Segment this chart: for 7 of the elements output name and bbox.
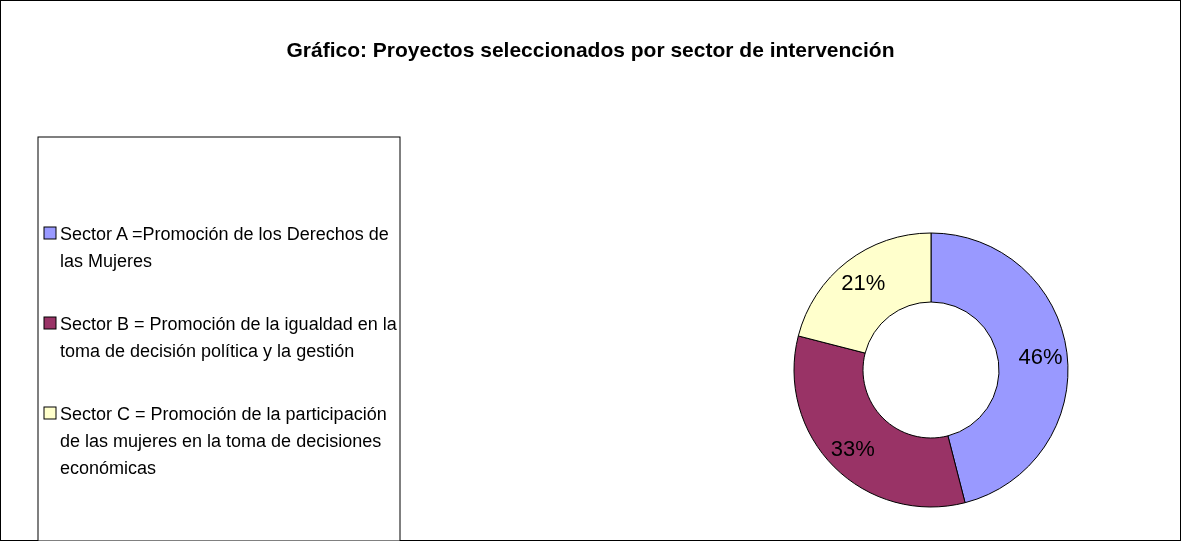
legend-label: Sector C = Promoción de la participación de las mujeres en la toma de decisiones económicas xyxy=(60,404,387,478)
data-label: 33% xyxy=(830,435,875,461)
legend-label: Sector A =Promoción de los Derechos de las Mujeres xyxy=(60,224,389,271)
data-label: 21% xyxy=(841,270,886,296)
legend-label: Sector B = Promoción de la igualdad en la toma de decisión política y la gestión xyxy=(60,314,398,361)
chart-title: Gráfico: Proyectos seleccionados por sector de intervención xyxy=(286,38,895,61)
data-label: 46% xyxy=(1018,343,1063,369)
